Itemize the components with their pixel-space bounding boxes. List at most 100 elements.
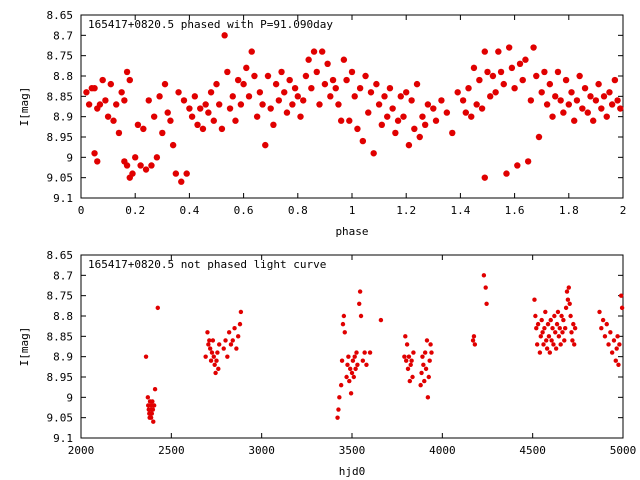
data-point xyxy=(155,305,160,311)
data-point xyxy=(240,80,247,88)
data-point xyxy=(302,72,310,80)
data-point xyxy=(373,80,380,88)
data-point xyxy=(267,105,274,112)
data-point xyxy=(543,309,548,315)
data-point xyxy=(503,170,510,177)
data-point xyxy=(552,93,559,100)
data-point xyxy=(264,72,272,80)
data-point xyxy=(207,346,213,351)
data-point xyxy=(615,334,620,339)
data-point xyxy=(313,68,320,76)
data-point xyxy=(553,330,558,335)
data-point xyxy=(394,117,402,124)
data-point xyxy=(495,48,502,55)
data-point xyxy=(349,370,355,376)
data-point xyxy=(424,338,430,343)
data-point xyxy=(148,162,155,169)
data-point xyxy=(419,370,424,376)
data-point xyxy=(413,80,421,88)
data-point xyxy=(527,97,535,104)
data-point xyxy=(484,68,491,76)
data-point xyxy=(186,105,193,112)
data-point xyxy=(535,133,543,141)
data-point xyxy=(603,113,610,120)
data-point xyxy=(397,93,404,100)
y-tick-label: 8.8 xyxy=(53,70,73,83)
x-axis-label: hjd0 xyxy=(339,465,366,478)
data-point xyxy=(278,68,285,76)
data-point xyxy=(471,334,477,339)
data-point xyxy=(205,330,210,335)
data-point xyxy=(134,121,142,128)
data-point xyxy=(232,117,239,124)
data-point xyxy=(543,101,551,108)
data-point xyxy=(483,285,488,290)
data-point xyxy=(581,85,589,92)
data-point xyxy=(539,317,544,323)
data-point xyxy=(544,338,549,343)
data-point xyxy=(367,350,373,355)
data-point xyxy=(353,366,358,372)
data-point xyxy=(297,113,304,120)
data-point xyxy=(94,158,101,165)
data-point xyxy=(530,44,537,51)
data-point xyxy=(556,334,562,339)
data-point xyxy=(546,80,554,88)
x-tick-label: 0.6 xyxy=(234,204,254,217)
data-point xyxy=(283,109,291,116)
x-tick-label: 4000 xyxy=(429,444,456,457)
data-point xyxy=(571,321,576,327)
data-point xyxy=(492,89,499,96)
data-point xyxy=(422,378,427,384)
data-point xyxy=(210,338,216,343)
data-point xyxy=(340,321,346,327)
data-point xyxy=(346,354,351,359)
data-point xyxy=(206,342,211,347)
data-point xyxy=(555,309,561,315)
data-point xyxy=(218,125,226,133)
data-point xyxy=(472,342,478,347)
data-point xyxy=(126,76,133,84)
data-point xyxy=(589,117,597,124)
data-point xyxy=(178,178,185,185)
data-point xyxy=(335,415,340,420)
data-point xyxy=(245,93,253,100)
data-point xyxy=(522,56,529,63)
data-point xyxy=(167,117,174,124)
data-point xyxy=(535,321,541,327)
data-point xyxy=(214,358,219,363)
data-point xyxy=(557,97,564,104)
data-point xyxy=(429,350,434,355)
data-point xyxy=(386,85,394,92)
data-point xyxy=(150,407,156,412)
data-point xyxy=(449,129,456,137)
data-point xyxy=(310,48,318,55)
data-point xyxy=(110,117,117,124)
data-point xyxy=(337,395,342,400)
data-point xyxy=(129,170,136,177)
data-point xyxy=(476,76,483,84)
x-axis-ticks: 2000 2500 3000 3500 4000 4500 5000 xyxy=(68,255,636,457)
data-point xyxy=(152,387,158,392)
data-point xyxy=(96,101,104,108)
data-point xyxy=(595,80,602,88)
data-point xyxy=(175,89,182,96)
data-point xyxy=(102,97,109,104)
data-point xyxy=(560,330,565,335)
data-point xyxy=(197,105,204,112)
data-point xyxy=(557,326,562,331)
data-point xyxy=(602,334,608,339)
data-point xyxy=(411,125,418,133)
data-point xyxy=(532,297,537,302)
data-point xyxy=(346,117,353,124)
data-point xyxy=(300,97,307,104)
x-tick-label: 3500 xyxy=(339,444,366,457)
data-point xyxy=(164,109,171,116)
data-point xyxy=(234,76,242,84)
data-point xyxy=(115,129,123,137)
data-point xyxy=(408,97,415,104)
y-tick-label: 8.95 xyxy=(47,131,74,144)
data-point xyxy=(548,317,553,323)
